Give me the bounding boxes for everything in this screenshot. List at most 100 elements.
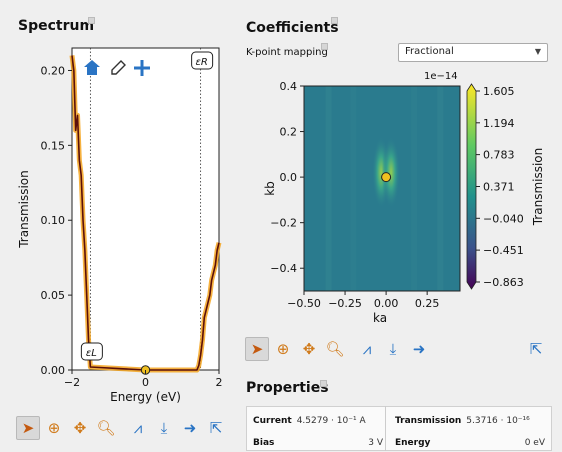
bias-label: Bias bbox=[253, 438, 275, 448]
bias-row: Bias 3 V bbox=[253, 434, 383, 452]
properties-divider bbox=[385, 406, 386, 451]
heatmap-frame bbox=[303, 85, 461, 292]
peak-icon: ⩘ bbox=[362, 340, 372, 358]
y-tick-label: 0.15 bbox=[41, 139, 66, 152]
popout-icon: ⇱ bbox=[529, 340, 543, 358]
y-tick-label: 0.05 bbox=[41, 289, 66, 302]
kpoint-help-icon[interactable] bbox=[321, 43, 328, 50]
kb-tick-label: −0.2 bbox=[270, 217, 297, 230]
coeff-peak-tool-button[interactable]: ⩘ bbox=[355, 337, 379, 361]
x-tick-label: 2 bbox=[216, 376, 223, 389]
energy-value: 0 eV bbox=[524, 438, 545, 448]
target-tool-button[interactable]: ⊕ bbox=[42, 416, 66, 440]
colorbar-label: Transmission bbox=[531, 148, 545, 227]
ka-tick-label: 0.00 bbox=[374, 297, 399, 310]
energy-label: Energy bbox=[395, 438, 431, 448]
heatmap-streak bbox=[350, 86, 357, 291]
pan-icon: ✥ bbox=[302, 340, 316, 358]
x-tick-label: 0 bbox=[142, 376, 149, 389]
properties-title: Properties bbox=[246, 380, 329, 396]
colorbar-tick-label: 0.783 bbox=[483, 149, 515, 162]
colorbar-exponent: 1e−14 bbox=[424, 71, 458, 82]
transmission-row: Transmission 5.3716 · 10⁻¹⁶ bbox=[395, 412, 530, 430]
colorbar-tick-label: 1.605 bbox=[483, 85, 515, 98]
ka-tick-label: −0.50 bbox=[287, 297, 321, 310]
crosshair-icon: ⊕ bbox=[276, 340, 290, 358]
x-tick-label: −2 bbox=[64, 376, 80, 389]
coeff-forward-button[interactable]: ➜ bbox=[407, 337, 431, 361]
popout-icon: ⇱ bbox=[209, 419, 223, 437]
kb-tick-label: 0.4 bbox=[280, 80, 298, 93]
colorbar bbox=[466, 83, 477, 290]
plus-icon bbox=[134, 60, 150, 76]
kpoint-mapping-select[interactable]: Fractional ▼ bbox=[398, 43, 548, 62]
crosshair-icon: ⊕ bbox=[47, 419, 61, 437]
download-icon: ⤓ bbox=[160, 419, 168, 437]
pan-tool-button[interactable]: ✥ bbox=[68, 416, 92, 440]
properties-help-icon[interactable] bbox=[320, 380, 327, 387]
home-icon bbox=[84, 60, 100, 75]
forward-button[interactable]: ➜ bbox=[178, 416, 202, 440]
coefficients-title: Coefficients bbox=[246, 20, 339, 36]
magnifier-icon: 🔍︎ bbox=[325, 340, 345, 358]
popout-button[interactable]: ⇱ bbox=[204, 416, 228, 440]
spectrum-axes-frame bbox=[71, 47, 220, 371]
coefficients-help-icon[interactable] bbox=[331, 17, 338, 24]
epsilon-left-label: εL bbox=[86, 348, 97, 359]
epsilon-right-label: εR bbox=[195, 57, 207, 68]
kb-tick-label: −0.4 bbox=[270, 262, 297, 275]
coeff-popout-button[interactable]: ⇱ bbox=[524, 337, 548, 361]
spectrum-title: Spectrum bbox=[18, 18, 95, 34]
bias-value: 3 V bbox=[368, 438, 383, 448]
heatmap-streak bbox=[411, 86, 418, 291]
heatmap-hotspot-right bbox=[382, 136, 401, 209]
colorbar-tick-label: −0.863 bbox=[483, 276, 524, 289]
coefficients-plot[interactable]: 0.4 0.2 0.0 −0.2 −0.4 −0.50 −0.25 0.00 0.25 ka kb 1… bbox=[0, 0, 562, 340]
download-button[interactable]: ⤓ bbox=[152, 416, 176, 440]
coeff-pan-tool-button[interactable]: ✥ bbox=[297, 337, 321, 361]
spectrum-help-icon[interactable] bbox=[88, 17, 95, 24]
y-tick-label: 0.10 bbox=[41, 214, 66, 227]
epsilon-right-label-box bbox=[191, 51, 214, 70]
y-tick-label: 0.20 bbox=[41, 64, 66, 77]
kpoint-mapping-label: K-point mapping bbox=[246, 47, 328, 58]
current-row: Current 4.5279 · 10⁻¹ A bbox=[253, 412, 366, 430]
spectrum-toolbar: ➤ ⊕ ✥ 🔍︎ ⩘ ⤓ ➜ ⇱ bbox=[16, 415, 230, 441]
heatmap-streak bbox=[325, 86, 332, 291]
kb-tick-label: 0.2 bbox=[280, 126, 298, 139]
download-icon: ⤓ bbox=[389, 340, 397, 358]
coefficients-ylabel: kb bbox=[263, 181, 277, 196]
epsilon-left-label-box bbox=[80, 342, 103, 361]
spectrum-ylabel: Transmission bbox=[17, 170, 31, 249]
transmission-value: 5.3716 · 10⁻¹⁶ bbox=[466, 416, 530, 426]
peak-icon: ⩘ bbox=[133, 419, 143, 437]
coeff-target-tool-button[interactable]: ⊕ bbox=[271, 337, 295, 361]
coeff-pointer-tool-button[interactable]: ➤ bbox=[245, 337, 269, 361]
pointer-tool-button[interactable]: ➤ bbox=[16, 416, 40, 440]
coeff-zoom-tool-button[interactable]: 🔍︎ bbox=[323, 337, 347, 361]
kpoint-marker bbox=[381, 172, 392, 183]
transmission-label: Transmission bbox=[395, 416, 462, 426]
colorbar-tick-label: 1.194 bbox=[483, 117, 515, 130]
properties-table: Current 4.5279 · 10⁻¹ A Transmission 5.3… bbox=[246, 406, 552, 451]
arrow-right-icon: ➜ bbox=[412, 340, 426, 358]
colorbar-tick-label: −0.040 bbox=[483, 212, 524, 225]
colorbar-tick-label: 0.371 bbox=[483, 181, 515, 194]
arrow-right-icon: ➜ bbox=[183, 419, 197, 437]
cursor-icon: ➤ bbox=[21, 419, 35, 437]
spectrum-xlabel: Energy (eV) bbox=[110, 390, 181, 404]
zoom-tool-button[interactable]: 🔍︎ bbox=[94, 416, 118, 440]
coefficients-xlabel: ka bbox=[373, 311, 387, 325]
cursor-icon: ➤ bbox=[250, 340, 264, 358]
kb-tick-label: 0.0 bbox=[280, 171, 298, 184]
peak-tool-button[interactable]: ⩘ bbox=[126, 416, 150, 440]
coefficients-toolbar: ➤ ⊕ ✥ 🔍︎ ⩘ ⤓ ➜ bbox=[245, 336, 433, 362]
colorbar-tick-label: −0.451 bbox=[483, 244, 524, 257]
pan-icon: ✥ bbox=[73, 419, 87, 437]
spectrum-plot[interactable]: 0.00 0.05 0.10 0.15 0.20 −2 0 2 Energy (eV) Trans… bbox=[0, 0, 240, 410]
chevron-down-icon: ▼ bbox=[534, 47, 541, 56]
pencil-icon bbox=[111, 60, 126, 75]
magnifier-icon: 🔍︎ bbox=[96, 419, 116, 437]
kpoint-mapping-value: Fractional bbox=[405, 46, 454, 57]
coeff-download-button[interactable]: ⤓ bbox=[381, 337, 405, 361]
